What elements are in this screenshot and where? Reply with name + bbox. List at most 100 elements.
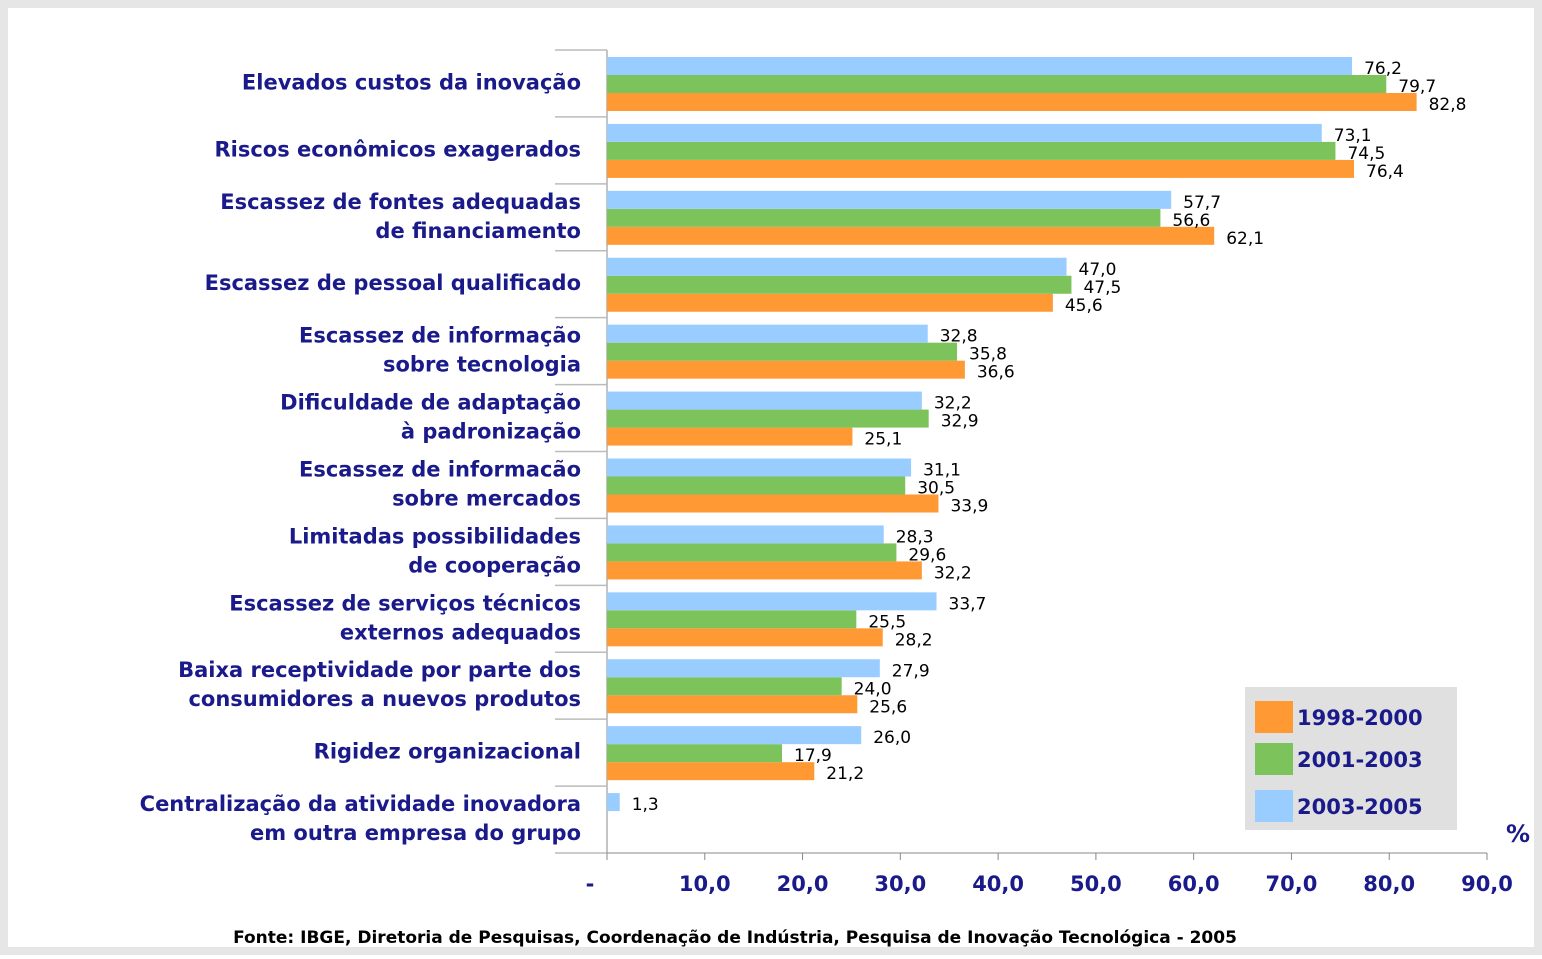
- value-label: 24,0: [854, 679, 892, 699]
- value-label: 47,0: [1079, 260, 1117, 280]
- x-tick-label: 80,0: [1363, 872, 1415, 896]
- value-label: 1,3: [632, 795, 659, 815]
- category-label: Escassez de serviços técnicos: [229, 591, 581, 615]
- bar: [607, 360, 965, 379]
- bar: [607, 695, 858, 714]
- x-axis-label: %: [1506, 820, 1530, 848]
- value-label: 76,2: [1364, 59, 1402, 79]
- legend-label: 2001-2003: [1297, 748, 1423, 772]
- bar: [607, 257, 1067, 276]
- bar: [607, 409, 929, 428]
- category-label: Escassez de informação: [299, 324, 581, 348]
- legend-label: 2003-2005: [1297, 795, 1423, 819]
- value-label: 27,9: [892, 661, 930, 681]
- bar: [607, 57, 1353, 75]
- value-label: 32,2: [934, 394, 972, 414]
- value-label: 45,6: [1065, 296, 1103, 316]
- bar: [607, 123, 1322, 142]
- x-tick-label: 60,0: [1168, 872, 1220, 896]
- value-label: 36,6: [977, 363, 1015, 383]
- value-label: 76,4: [1366, 162, 1404, 182]
- category-label: de financiamento: [375, 219, 581, 243]
- bar: [607, 561, 922, 580]
- category-label: Limitadas possibilidades: [289, 524, 581, 548]
- value-label: 47,5: [1083, 278, 1121, 298]
- legend-swatch: [1255, 743, 1293, 775]
- value-label: 33,7: [949, 594, 987, 614]
- x-tick-label: -: [586, 872, 595, 896]
- bar: [607, 592, 937, 611]
- category-label: Riscos econômicos exagerados: [214, 137, 581, 161]
- value-label: 32,8: [940, 327, 978, 347]
- bar: [607, 525, 884, 544]
- value-label: 32,2: [934, 563, 972, 583]
- bar: [607, 93, 1417, 111]
- x-tick-label: 40,0: [972, 872, 1024, 896]
- value-label: 79,7: [1398, 77, 1436, 97]
- value-label: 32,9: [941, 412, 979, 432]
- value-label: 21,2: [826, 764, 864, 784]
- value-label: 25,1: [864, 430, 902, 450]
- value-label: 74,5: [1347, 144, 1385, 164]
- x-tick-label: 10,0: [679, 872, 731, 896]
- bar: [607, 476, 906, 495]
- value-label: 17,9: [794, 746, 832, 766]
- x-tick-label: 50,0: [1070, 872, 1122, 896]
- bar: [607, 762, 815, 781]
- x-tick-label: 70,0: [1266, 872, 1318, 896]
- category-label: à padronização: [401, 420, 581, 444]
- value-label: 26,0: [873, 728, 911, 748]
- category-label: Centralização da atividade inovadora: [140, 792, 581, 816]
- value-label: 33,9: [950, 497, 988, 517]
- value-label: 62,1: [1226, 229, 1264, 249]
- category-label: externos adequados: [340, 620, 581, 644]
- category-label: sobre tecnologia: [383, 353, 581, 377]
- value-label: 25,5: [868, 612, 906, 632]
- value-label: 73,1: [1334, 126, 1372, 146]
- bar: [607, 793, 620, 812]
- category-label: sobre mercados: [392, 486, 581, 510]
- category-label: em outra empresa do grupo: [250, 821, 581, 845]
- bar: [607, 342, 958, 361]
- bar: [607, 726, 862, 745]
- bar: [607, 610, 857, 629]
- bar: [607, 391, 922, 410]
- x-tick-label: 90,0: [1461, 872, 1513, 896]
- bar: [607, 543, 897, 562]
- bar: [607, 744, 783, 763]
- bar: [607, 293, 1053, 312]
- value-label: 56,6: [1172, 211, 1210, 231]
- bar: [607, 226, 1215, 245]
- category-label: de cooperação: [408, 553, 581, 577]
- bar: [607, 159, 1355, 178]
- bar: [607, 458, 912, 477]
- bar: [607, 628, 883, 647]
- value-label: 57,7: [1183, 193, 1221, 213]
- category-label: Rigidez organizacional: [314, 740, 581, 764]
- bar: [607, 427, 853, 446]
- legend-label: 1998-2000: [1297, 706, 1423, 730]
- category-label: Baixa receptividade por parte dos: [178, 658, 581, 682]
- value-label: 29,6: [908, 545, 946, 565]
- bar: [607, 75, 1387, 93]
- category-label: Escassez de informacão: [299, 457, 581, 481]
- value-label: 28,2: [895, 630, 933, 650]
- bar: [607, 677, 842, 696]
- value-label: 30,5: [917, 479, 955, 499]
- value-label: 35,8: [969, 345, 1007, 365]
- bar: [607, 494, 939, 513]
- bar: [607, 659, 880, 678]
- bar: [607, 324, 928, 343]
- bar: [607, 190, 1172, 209]
- category-label: Elevados custos da inovação: [242, 70, 581, 94]
- legend-swatch: [1255, 790, 1293, 822]
- x-tick-label: 20,0: [777, 872, 829, 896]
- bar: [607, 141, 1336, 160]
- value-label: 31,1: [923, 461, 961, 481]
- category-label: Escassez de fontes adequadas: [220, 190, 581, 214]
- category-label: Dificuldade de adaptação: [280, 391, 581, 415]
- value-label: 82,8: [1429, 95, 1467, 115]
- x-tick-label: 30,0: [874, 872, 926, 896]
- value-label: 25,6: [869, 697, 907, 717]
